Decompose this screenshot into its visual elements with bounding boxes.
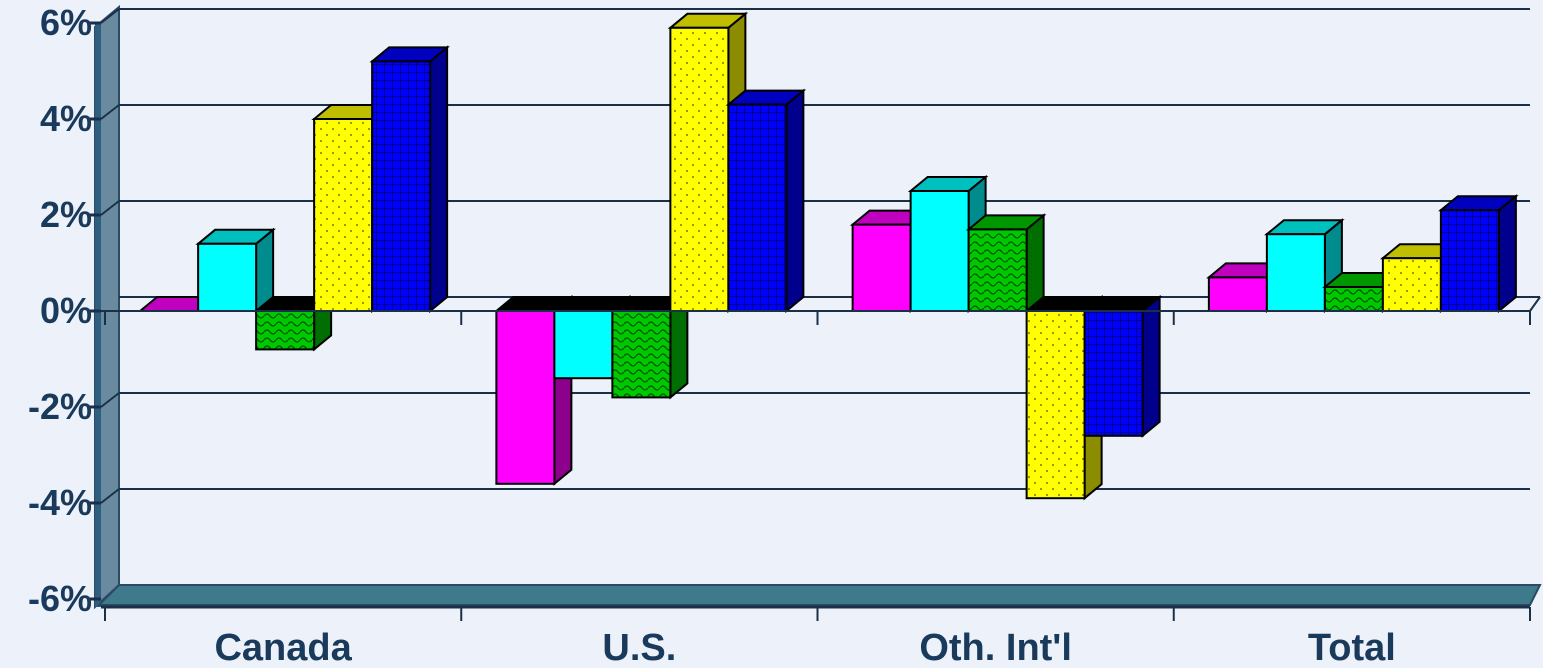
bar-u-s--s3 (609, 294, 691, 400)
category-label: Oth. Int'l (919, 627, 1072, 668)
bar-front (495, 310, 556, 485)
gridline-wall (100, 104, 120, 120)
bar-side (429, 45, 449, 314)
bar-front (371, 60, 432, 313)
bar-front (1323, 286, 1384, 312)
bar-side (1141, 294, 1161, 438)
bar-side (669, 294, 689, 400)
axes (89, 21, 1541, 621)
bar-front (1439, 209, 1500, 312)
y-tick-label: 2% (40, 194, 92, 235)
bar-total-s3 (1322, 270, 1403, 314)
bar-canada-s2 (195, 227, 276, 314)
bar-front (1381, 257, 1442, 313)
bar-front (197, 242, 258, 312)
bar-oth-int-l-s3 (965, 213, 1047, 314)
bar-u-s--s5 (725, 88, 807, 314)
bar-front (611, 310, 672, 399)
y-tick-label: -6% (28, 578, 92, 619)
bar-total-s2 (1264, 218, 1345, 314)
plot-walls (94, 4, 1542, 610)
y-tick-label: 4% (40, 98, 92, 139)
bar-front (1083, 310, 1144, 437)
bar-front (851, 223, 912, 313)
bar-canada-s5 (369, 45, 450, 314)
bar-front (669, 26, 730, 313)
bar-front (313, 118, 374, 312)
y-tick-label: 0% (40, 290, 92, 331)
bar-front (909, 190, 970, 312)
category-label: Canada (214, 627, 352, 668)
bar-front (727, 103, 788, 312)
bar-front (1025, 310, 1086, 500)
bar-front (1265, 233, 1326, 312)
chart-floor (96, 584, 1542, 606)
category-label: U.S. (602, 627, 676, 668)
left-wall-edge (95, 23, 101, 607)
bar-side (785, 88, 805, 314)
bar-side (1497, 194, 1517, 314)
zero-line-end (1529, 296, 1541, 312)
labels: 6% 4% 2% 0% -2% -4% -6% Canada U.S. Oth. Int'l Tot… (28, 2, 1396, 668)
category-label: Total (1308, 627, 1396, 668)
bar-front (553, 310, 614, 380)
bar-oth-int-l-s5 (1081, 294, 1163, 438)
bar-front (255, 310, 316, 351)
bars (137, 11, 1519, 501)
gridline-wall (100, 392, 120, 408)
gridline-wall (100, 8, 120, 24)
y-tick-label: -2% (28, 386, 92, 427)
y-tick-label: -4% (28, 482, 92, 523)
bar-side (1025, 213, 1045, 314)
bar-front (1207, 276, 1268, 312)
y-tick-label: 6% (40, 2, 92, 43)
bar-total-s5 (1438, 194, 1519, 314)
bar-front (967, 228, 1028, 312)
gridline-wall (100, 200, 120, 216)
gridline-wall (100, 488, 120, 504)
